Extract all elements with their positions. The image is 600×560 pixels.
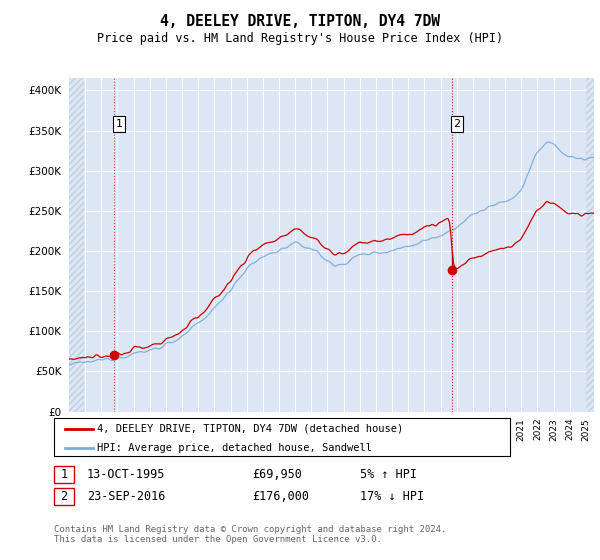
Text: 4, DEELEY DRIVE, TIPTON, DY4 7DW (detached house): 4, DEELEY DRIVE, TIPTON, DY4 7DW (detach… bbox=[97, 424, 404, 434]
Text: 17% ↓ HPI: 17% ↓ HPI bbox=[360, 490, 424, 503]
Text: 13-OCT-1995: 13-OCT-1995 bbox=[87, 468, 166, 481]
Text: £176,000: £176,000 bbox=[252, 490, 309, 503]
Text: 5% ↑ HPI: 5% ↑ HPI bbox=[360, 468, 417, 481]
Text: 1: 1 bbox=[61, 468, 67, 481]
Bar bbox=[69, 78, 83, 412]
Text: 4, DEELEY DRIVE, TIPTON, DY4 7DW: 4, DEELEY DRIVE, TIPTON, DY4 7DW bbox=[160, 14, 440, 29]
Text: 2: 2 bbox=[454, 119, 461, 129]
Text: HPI: Average price, detached house, Sandwell: HPI: Average price, detached house, Sand… bbox=[97, 443, 373, 453]
Text: £69,950: £69,950 bbox=[252, 468, 302, 481]
Text: Contains HM Land Registry data © Crown copyright and database right 2024.
This d: Contains HM Land Registry data © Crown c… bbox=[54, 525, 446, 544]
Text: 23-SEP-2016: 23-SEP-2016 bbox=[87, 490, 166, 503]
Text: Price paid vs. HM Land Registry's House Price Index (HPI): Price paid vs. HM Land Registry's House … bbox=[97, 32, 503, 45]
Text: 1: 1 bbox=[116, 119, 122, 129]
Text: 2: 2 bbox=[61, 490, 67, 503]
Bar bbox=[586, 78, 594, 412]
